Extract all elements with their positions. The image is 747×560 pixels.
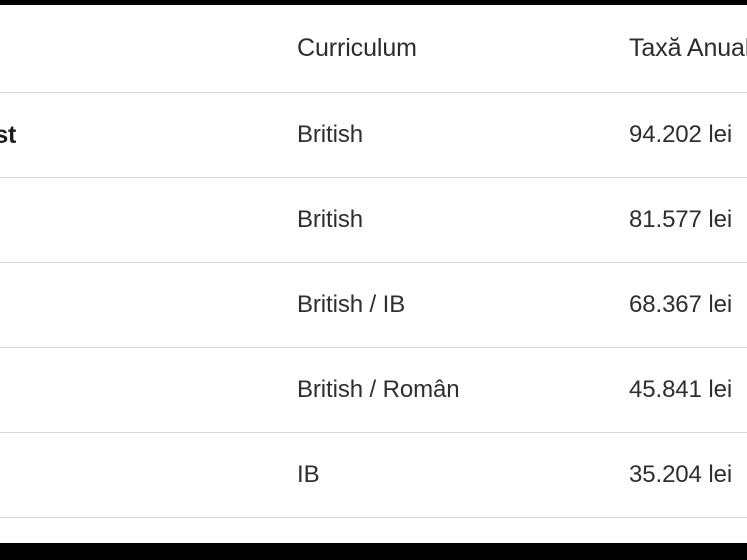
column-header-annual-fee-label: Taxă Anuală	[629, 34, 747, 62]
curriculum-cell: British / IB	[297, 291, 629, 319]
annual-fee-value: 81.577 lei	[629, 206, 733, 233]
annual-fee-cell: 68.367 lei	[629, 291, 747, 319]
annual-fee-value: 68.367 lei	[629, 291, 733, 318]
column-header-curriculum-label: Curriculum	[297, 34, 417, 62]
table-viewport[interactable]: Curriculum Taxă Anuală chool of Buchares…	[0, 5, 747, 543]
top-black-bar	[0, 0, 747, 5]
curriculum-value: British	[297, 206, 363, 233]
curriculum-value: British	[297, 121, 363, 148]
school-name-cell[interactable]: c Scoala Mea	[0, 376, 297, 405]
column-header-curriculum[interactable]: Curriculum	[297, 34, 629, 63]
annual-fee-value: 45.841 lei	[629, 376, 733, 403]
annual-fee-cell: 94.202 lei	[629, 121, 747, 149]
curriculum-value: British / IB	[297, 291, 406, 318]
table-row[interactable]: tional School British / IB 68.367 lei	[0, 263, 747, 348]
bottom-black-bar	[0, 543, 747, 560]
school-name: chool of Bucharest	[0, 120, 17, 149]
curriculum-value: British / Român	[297, 376, 460, 403]
curriculum-cell: British / Român	[297, 376, 629, 404]
table-header-row: Curriculum Taxă Anuală	[0, 5, 747, 93]
table-row[interactable]: eirut International IB 35.204 lei	[0, 433, 747, 518]
annual-fee-value: 94.202 lei	[629, 121, 733, 148]
school-name-cell[interactable]: itish International	[0, 206, 297, 235]
table-bottom-spacer	[0, 518, 747, 543]
annual-fee-cell: 45.841 lei	[629, 376, 747, 404]
comparison-table: Curriculum Taxă Anuală chool of Buchares…	[0, 5, 747, 543]
annual-fee-cell: 81.577 lei	[629, 206, 747, 234]
curriculum-cell: British	[297, 121, 629, 149]
school-name-cell[interactable]: eirut International	[0, 461, 297, 490]
curriculum-value: IB	[297, 461, 320, 488]
curriculum-cell: British	[297, 206, 629, 234]
school-name-cell[interactable]: chool of Bucharest	[0, 121, 297, 150]
table-row[interactable]: c Scoala Mea British / Român 45.841 lei	[0, 348, 747, 433]
table-row[interactable]: chool of Bucharest British 94.202 lei	[0, 93, 747, 178]
table-row[interactable]: itish International British 81.577 lei	[0, 178, 747, 263]
school-name-cell[interactable]: tional School	[0, 291, 297, 320]
column-header-annual-fee[interactable]: Taxă Anuală	[629, 34, 747, 63]
annual-fee-cell: 35.204 lei	[629, 461, 747, 489]
curriculum-cell: IB	[297, 461, 629, 489]
annual-fee-value: 35.204 lei	[629, 461, 733, 488]
